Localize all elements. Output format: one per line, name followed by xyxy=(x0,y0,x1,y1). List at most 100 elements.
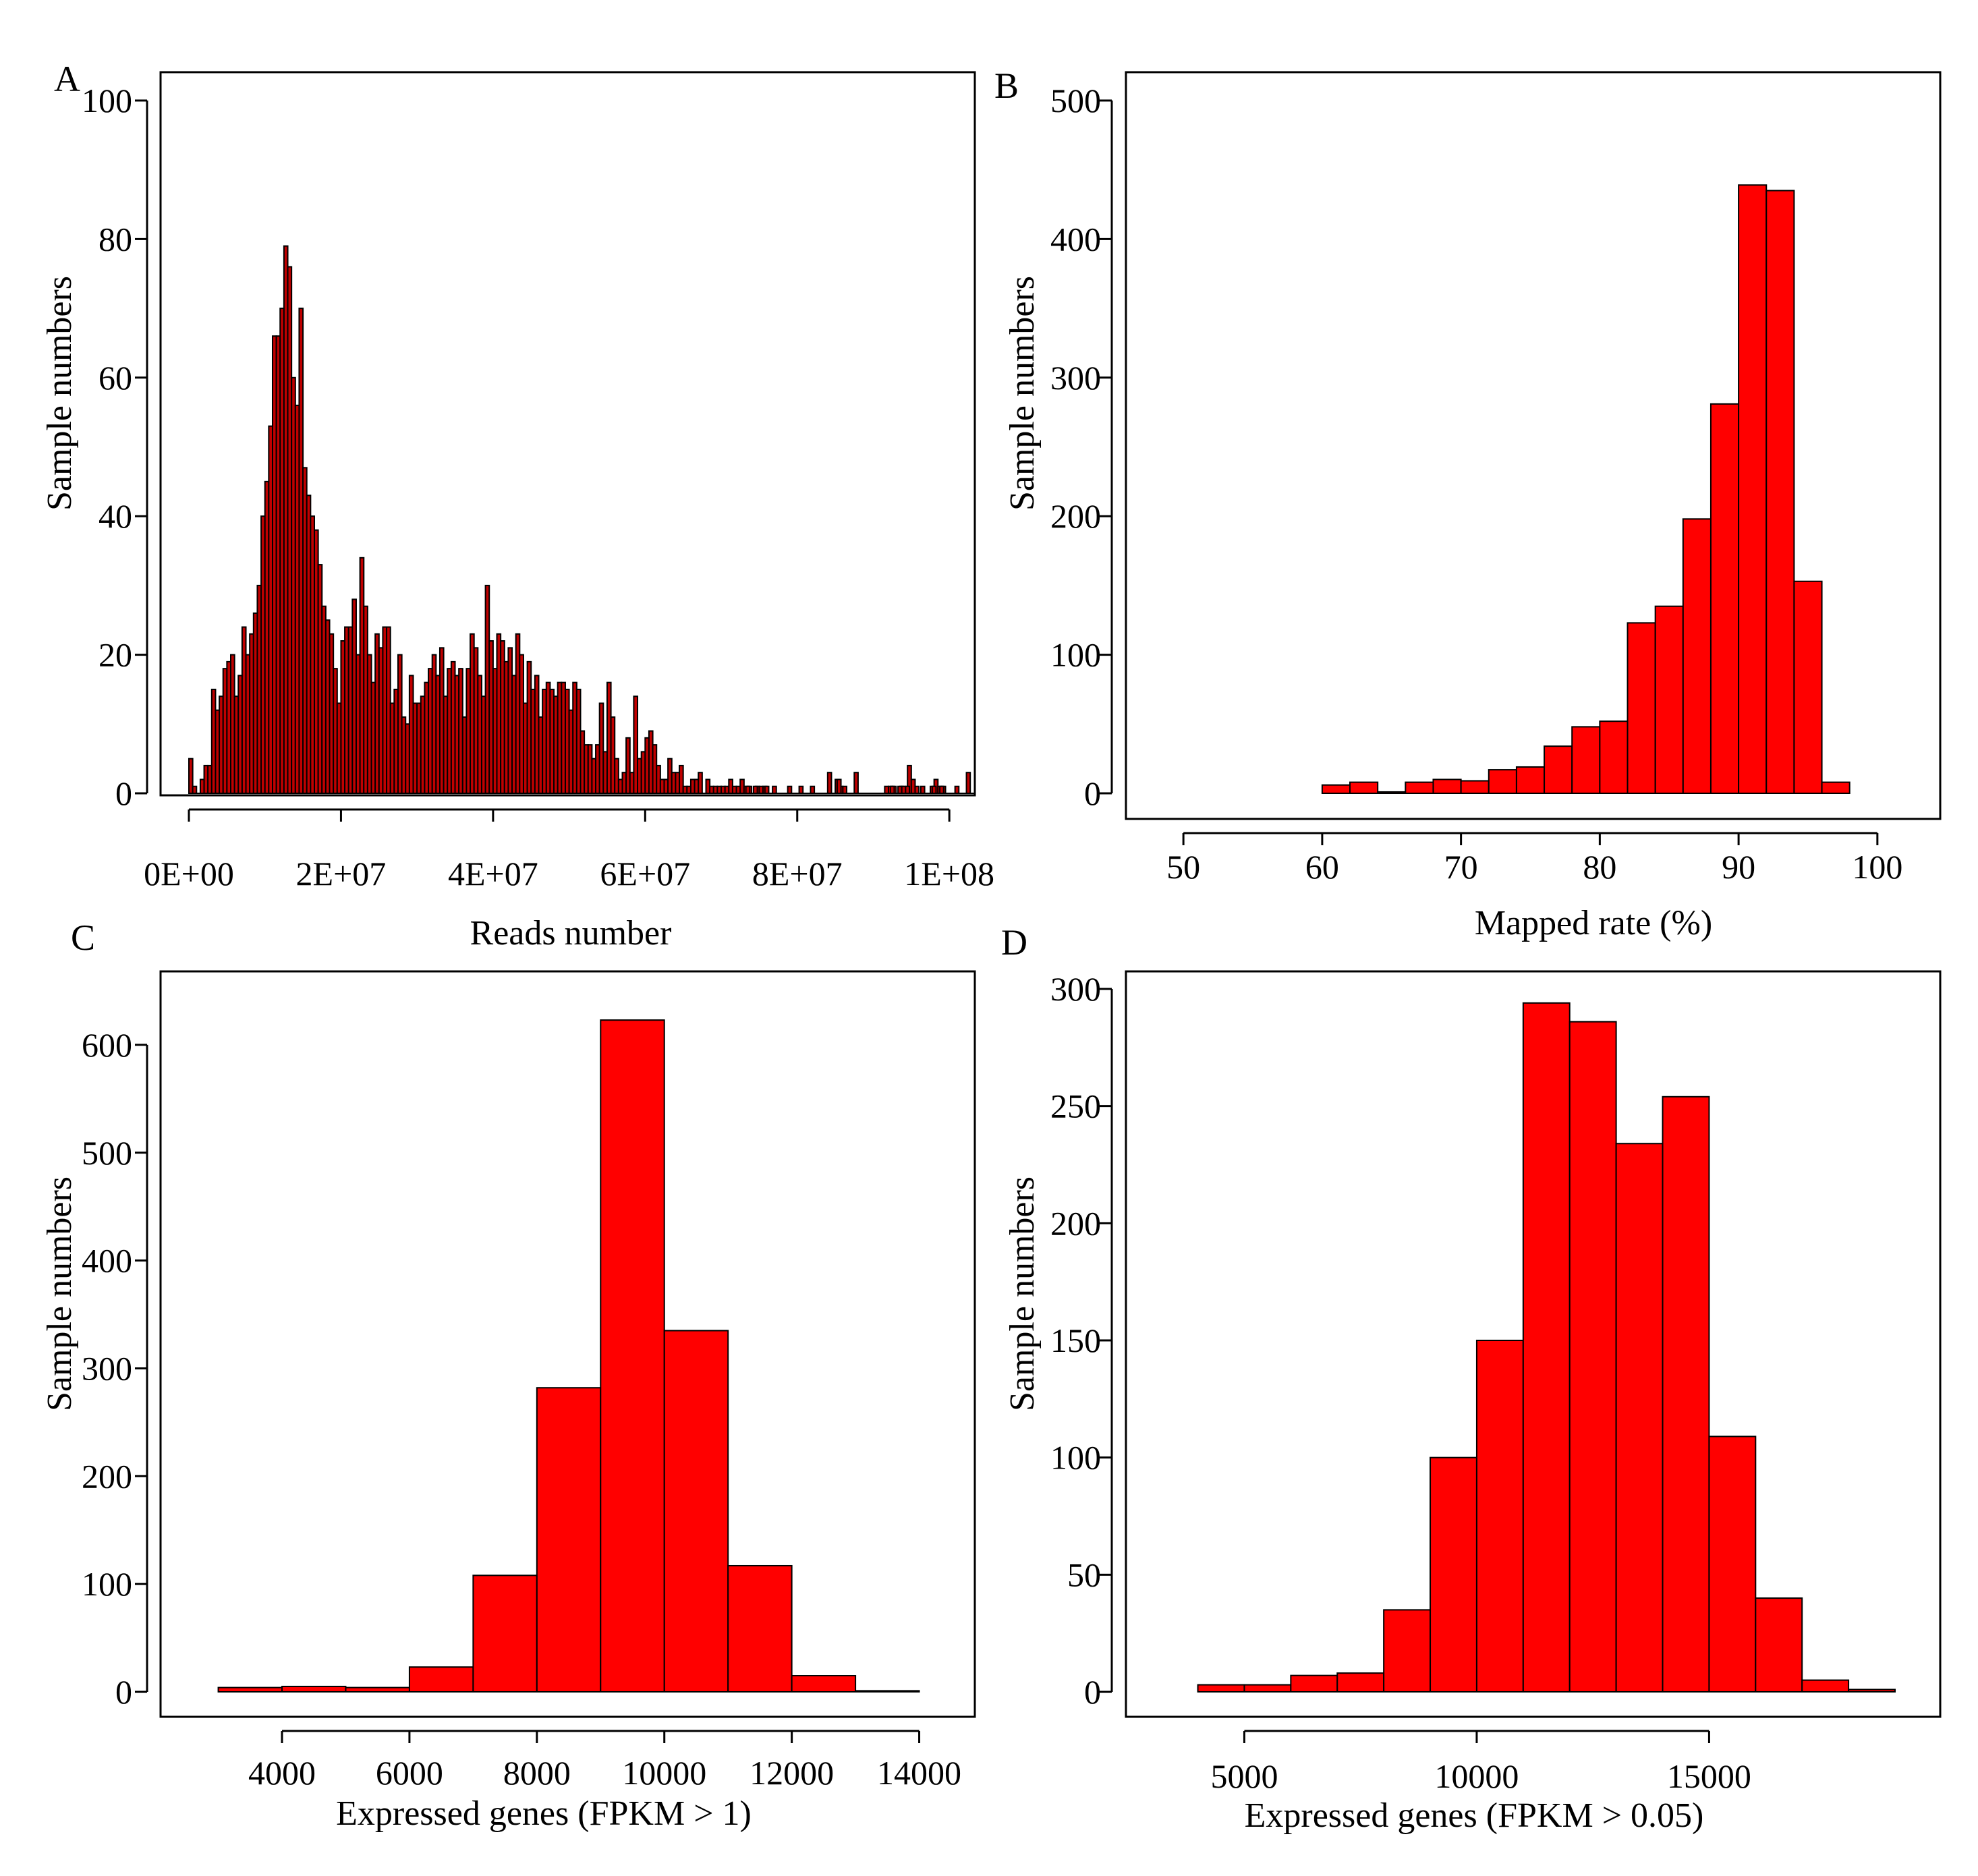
panel-A-bar xyxy=(826,772,832,794)
panel-A-x-tick-label: 0E+00 xyxy=(144,855,234,892)
panel-A-bar xyxy=(853,772,859,794)
panel-D-x-axis: 5000 10000 15000 xyxy=(1210,1730,1751,1795)
panel-D-x-tick-label: 10000 xyxy=(1434,1757,1519,1795)
panel-A-bar-sparse xyxy=(787,785,793,794)
panel-C-y-tick-label: 200 xyxy=(82,1457,132,1495)
panel-D-bar xyxy=(1801,1679,1850,1693)
panel-C-label: C xyxy=(71,917,95,958)
panel-D-x-tick-label: 5000 xyxy=(1210,1757,1278,1795)
panel-A-y-tick-label: 60 xyxy=(98,359,132,397)
panel-D-plot-frame xyxy=(1125,970,1942,1718)
panel-B-y-tick-label: 100 xyxy=(1050,636,1101,674)
panel-B-x-tick-label: 80 xyxy=(1583,848,1616,886)
panel-D-y-tick-label: 200 xyxy=(1050,1204,1101,1242)
panel-A-x-tick-label: 6E+07 xyxy=(600,855,690,892)
panel-B-bar xyxy=(1793,580,1823,794)
panel-B-x-tick-label: 60 xyxy=(1305,848,1339,886)
panel-D-bar xyxy=(1569,1021,1617,1693)
panel-A-bar-sparse xyxy=(905,785,911,794)
panel-A-y-axis-title: Sample numbers xyxy=(40,276,79,511)
panel-B-label: B xyxy=(994,65,1019,106)
panel-A-bar xyxy=(698,772,703,794)
panel-C-y-tick-label: 100 xyxy=(82,1565,132,1603)
panel-C-bar xyxy=(727,1564,793,1693)
panel-B-x-tick-label: 50 xyxy=(1166,848,1200,886)
panel-C-bar xyxy=(408,1666,474,1693)
panel-B-bar xyxy=(1709,403,1740,794)
panel-C-bar xyxy=(281,1686,347,1693)
panel-C-x-tick-label: 4000 xyxy=(248,1754,316,1792)
panel-B-bar xyxy=(1460,780,1490,795)
panel-B-bar xyxy=(1599,720,1629,794)
panel-D-y-tick-label: 50 xyxy=(1067,1556,1101,1593)
panel-A: 0 20 40 60 80 100 0E+00 2E+07 4E+07 6E+07 8E+07 1E… xyxy=(40,59,994,953)
panel-B-bar xyxy=(1515,766,1546,794)
panel-B-plot-frame xyxy=(1125,71,1942,820)
panel-A-bar xyxy=(192,785,198,794)
panel-A-y-tick-label: 80 xyxy=(98,220,132,258)
panel-B-bar xyxy=(1738,184,1768,795)
panel-B-x-tick-label: 90 xyxy=(1722,848,1755,886)
panel-C-x-tick-label: 8000 xyxy=(503,1754,571,1792)
panel-A-bar xyxy=(842,785,848,794)
panel-C-bar xyxy=(791,1675,857,1693)
panel-A-y-tick-label: 40 xyxy=(98,497,132,535)
panel-D-y-axis: 0 50 100 150 200 250 300 xyxy=(1050,970,1113,1711)
panel-A-bar-sparse xyxy=(810,785,816,794)
panel-B-y-tick-label: 300 xyxy=(1050,359,1101,397)
panel-B-bar xyxy=(1432,778,1462,794)
panel-D-bar xyxy=(1708,1436,1757,1693)
panel-D-bar xyxy=(1755,1597,1803,1693)
panel-B: 0 100 200 300 400 500 50 60 70 80 90 100 B Mapped … xyxy=(994,65,1942,942)
panel-B-bar xyxy=(1627,622,1656,794)
panel-B-y-tick-label: 0 xyxy=(1084,774,1101,812)
panel-D-y-tick-label: 250 xyxy=(1050,1087,1101,1125)
panel-D-y-axis-title: Sample numbers xyxy=(1003,1176,1042,1411)
panel-B-bar xyxy=(1321,784,1351,795)
panel-C-plot-frame xyxy=(159,970,976,1718)
panel-B-bar xyxy=(1682,518,1712,794)
panel-C-x-tick-label: 12000 xyxy=(750,1754,834,1792)
panel-A-bar-sparse xyxy=(920,785,926,794)
panel-C-x-axis: 4000 6000 8000 10000 12000 14000 xyxy=(248,1730,961,1792)
panel-B-x-tick-label: 100 xyxy=(1852,848,1902,886)
panel-A-y-tick-label: 100 xyxy=(82,82,132,119)
panel-B-y-tick-label: 400 xyxy=(1050,220,1101,258)
panel-D-y-tick-label: 300 xyxy=(1050,970,1101,1008)
panel-D-y-tick-label: 150 xyxy=(1050,1321,1101,1359)
panel-A-bar-sparse xyxy=(954,785,960,794)
panel-D-bar xyxy=(1615,1143,1664,1693)
panel-B-y-axis: 0 100 200 300 400 500 xyxy=(1050,82,1113,812)
panel-C-y-axis: 0 100 200 300 400 500 600 xyxy=(82,1026,148,1711)
panel-B-bars xyxy=(1321,184,1850,795)
panel-C-bars xyxy=(217,1019,920,1693)
panel-C-bar xyxy=(536,1387,602,1693)
panel-C-y-tick-label: 300 xyxy=(82,1349,132,1387)
panel-C-y-tick-label: 0 xyxy=(115,1673,132,1711)
panel-A-bar-sparse xyxy=(836,778,842,794)
panel-C-y-axis-title: Sample numbers xyxy=(40,1176,79,1411)
panel-A-label: A xyxy=(54,59,80,99)
panel-A-x-axis-title: Reads number xyxy=(470,914,672,953)
panel-C-x-tick-label: 14000 xyxy=(877,1754,961,1792)
panel-B-bar xyxy=(1544,745,1573,795)
panel-D-bar xyxy=(1430,1456,1477,1693)
panel-C: 0 100 200 300 400 500 600 4000 6000 8000 10000 120… xyxy=(40,917,976,1833)
panel-A-x-axis: 0E+00 2E+07 4E+07 6E+07 8E+07 1E+08 xyxy=(144,808,994,892)
panel-B-bar xyxy=(1405,781,1434,794)
panel-B-x-axis-title: Mapped rate (%) xyxy=(1475,904,1712,942)
panel-D-bar xyxy=(1475,1340,1524,1693)
panel-D: 0 50 100 150 200 250 300 5000 10000 15000 D Expr… xyxy=(1001,922,1942,1835)
panel-A-bar-sparse xyxy=(931,785,937,794)
panel-D-bar xyxy=(1197,1684,1245,1693)
panel-A-x-tick-label: 1E+08 xyxy=(904,855,994,892)
panel-A-y-axis: 0 20 40 60 80 100 xyxy=(82,82,148,812)
panel-B-x-axis: 50 60 70 80 90 100 xyxy=(1166,832,1902,886)
panel-A-bar-sparse xyxy=(939,785,944,794)
panel-C-bar xyxy=(600,1019,665,1693)
panel-B-bar xyxy=(1488,769,1517,794)
panel-D-label: D xyxy=(1001,922,1027,963)
panel-C-x-tick-label: 6000 xyxy=(376,1754,443,1792)
panel-A-bar-sparse xyxy=(752,785,758,794)
panel-C-y-tick-label: 500 xyxy=(82,1134,132,1172)
